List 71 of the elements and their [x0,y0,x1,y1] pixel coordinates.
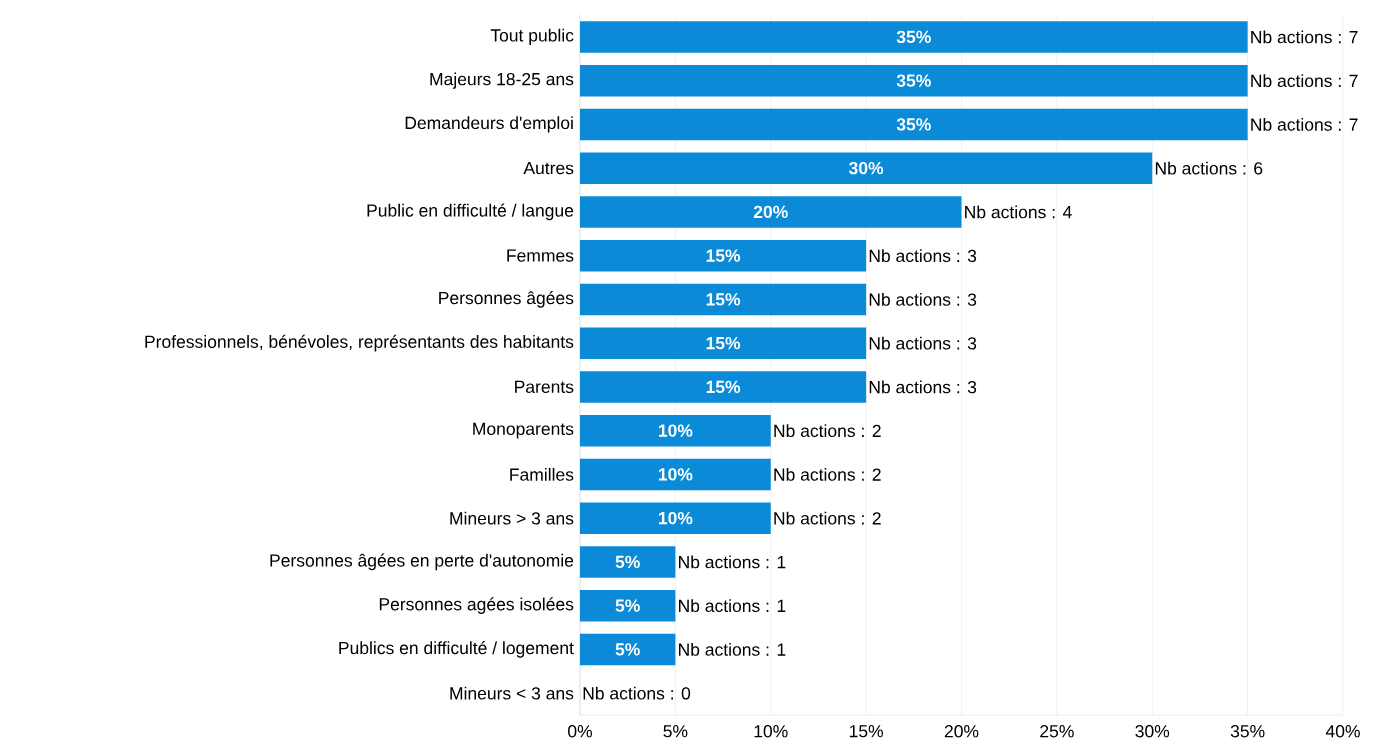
bar [580,21,1248,53]
annotation: Nb actions : 7 [1251,30,1358,44]
bar [580,64,1248,97]
y-tick-label: Familles [510,467,574,481]
bar [580,108,1248,141]
data-label: 5% [615,643,640,656]
data-label: 15% [706,336,741,350]
y-tick-label: Monoparents [473,422,574,439]
x-tick-label: 15% [849,725,884,738]
y-tick-label: Mineurs > 3 ans [450,511,574,525]
data-label: 30% [849,161,884,175]
y-tick-label: Public en difficulté / langue [367,203,574,221]
y-tick-label: Majeurs 18-25 ans [430,72,574,89]
bar [580,152,1153,184]
bar [580,633,676,666]
y-tick-label: Publics en difficulté / logement [339,641,574,658]
y-tick-label: Tout public [490,28,574,46]
x-tick-label: 25% [1040,725,1074,738]
annotation: Nb actions : 7 [1251,117,1358,131]
data-label: 10% [658,468,693,481]
data-label: 15% [706,249,741,262]
bar [580,589,676,622]
annotation: Nb actions : 0 [583,686,691,700]
bar [580,414,771,447]
annotation: Nb actions : 2 [774,424,881,438]
bar [580,502,771,534]
x-tick-label: 35% [1230,725,1265,738]
annotation: Nb actions : 1 [679,599,786,613]
x-tick-label: 30% [1135,725,1170,738]
data-label: 5% [615,555,640,569]
annotation: Nb actions : 3 [869,292,977,306]
y-tick-label: Autres [523,162,574,175]
x-tick-label: 20% [944,725,979,738]
data-label: 35% [896,118,931,131]
data-label: 20% [753,205,788,219]
bar [580,283,867,316]
annotation: Nb actions : 3 [869,249,977,263]
x-tick-label: 5% [663,725,688,738]
annotation: Nb actions : 3 [869,380,977,394]
y-tick-label: Professionnels, bénévoles, représentants des habitants [145,334,574,352]
x-tick-label: 10% [754,725,788,738]
data-label: 15% [706,293,741,306]
data-label: 35% [896,74,931,87]
annotation: Nb actions : 2 [774,511,881,525]
data-label: 5% [615,599,640,612]
annotation: Nb actions : 1 [679,642,786,656]
y-tick-label: Personnes âgées en perte d'autonomie [270,553,574,571]
bar [580,458,771,491]
annotation: Nb actions : 3 [869,336,977,350]
x-tick-label: 0% [568,725,593,738]
annotation: Nb actions : 7 [1251,74,1358,88]
y-tick-label: Femmes [507,249,574,262]
data-label: 10% [658,424,693,437]
bar [580,196,962,228]
data-label: 35% [896,30,931,44]
data-label: 10% [658,511,693,525]
annotation: Nb actions : 6 [1155,161,1263,175]
annotation: Nb actions : 1 [679,555,786,569]
y-tick-label: Personnes âgées [439,291,574,308]
data-label: 15% [706,380,741,394]
y-tick-label: Mineurs < 3 ans [450,686,574,700]
bar [580,239,867,272]
y-tick-label: Personnes agées isolées [379,597,574,614]
bar [580,546,676,578]
annotation: Nb actions : 4 [965,205,1072,219]
annotation: Nb actions : 2 [774,467,881,481]
y-tick-label: Demandeurs d'emploi [405,116,573,133]
x-tick-label: 40% [1325,725,1360,738]
bar [580,327,867,359]
bar [580,371,867,403]
y-tick-label: Parents [515,380,574,393]
